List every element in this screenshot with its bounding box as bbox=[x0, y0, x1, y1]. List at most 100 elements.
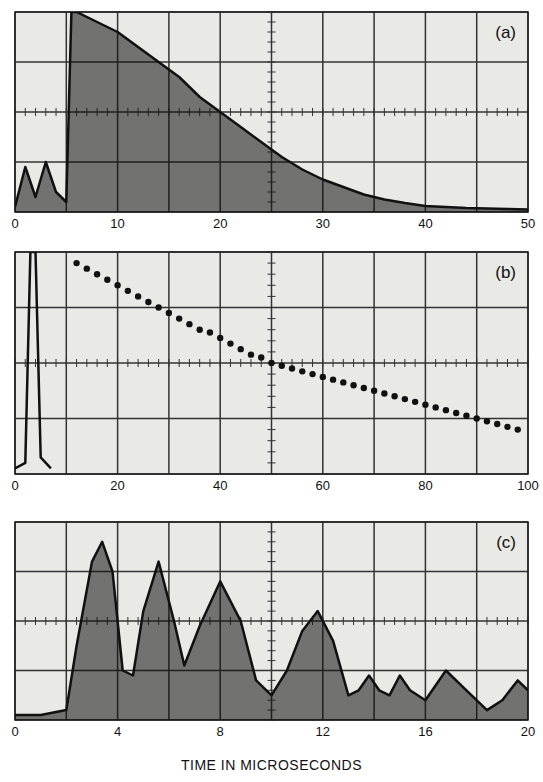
plot-area bbox=[15, 12, 528, 212]
graticule-tick bbox=[425, 617, 426, 625]
graticule-tick bbox=[268, 429, 276, 430]
label-patch bbox=[492, 262, 519, 283]
traces bbox=[15, 12, 528, 212]
graticule-tick bbox=[240, 359, 241, 367]
echo-dot bbox=[340, 379, 346, 385]
graticule-tick bbox=[268, 132, 276, 133]
graticule-tick bbox=[268, 571, 276, 572]
graticule-tick bbox=[86, 359, 87, 367]
echo-dot bbox=[176, 315, 182, 321]
tick-label: 20 bbox=[110, 478, 124, 493]
graticule-tick bbox=[268, 611, 276, 612]
echo-dot bbox=[166, 310, 172, 316]
graticule-tick bbox=[507, 108, 508, 116]
graticule-tick bbox=[261, 108, 262, 116]
graticule-tick bbox=[250, 108, 251, 116]
graticule-tick bbox=[445, 108, 446, 116]
graticule-tick bbox=[404, 108, 405, 116]
graticule-tick bbox=[268, 22, 276, 23]
graticule-tick bbox=[127, 359, 128, 367]
echo-dot bbox=[238, 346, 244, 352]
panel: (c)048121620TIME IN MICROSECONDS bbox=[11, 522, 535, 773]
tick-label: 20 bbox=[521, 724, 535, 739]
graticule-tick bbox=[138, 617, 139, 625]
echo-dot bbox=[196, 327, 202, 333]
graticule-tick bbox=[268, 142, 276, 143]
echo-dot bbox=[330, 376, 336, 382]
tick-label: 0 bbox=[11, 724, 18, 739]
tick-label: 12 bbox=[316, 724, 330, 739]
echo-dot bbox=[391, 393, 397, 399]
graticule-tick bbox=[394, 108, 395, 116]
graticule-tick bbox=[322, 359, 323, 367]
graticule-tick bbox=[268, 296, 276, 297]
graticule-tick bbox=[486, 359, 487, 367]
graticule-tick bbox=[268, 660, 276, 661]
graticule-tick bbox=[250, 359, 251, 367]
graticule-tick bbox=[268, 72, 276, 73]
graticule-tick bbox=[302, 108, 303, 116]
echo-dot bbox=[155, 304, 161, 310]
tick-label: 10 bbox=[110, 216, 124, 231]
traces bbox=[15, 252, 521, 468]
echo-dot bbox=[494, 421, 500, 427]
graticule-tick bbox=[240, 108, 241, 116]
graticule-tick bbox=[435, 359, 436, 367]
graticule-tick bbox=[268, 680, 276, 681]
panel: (b)020406080100 bbox=[11, 252, 538, 493]
echo-dot bbox=[114, 282, 120, 288]
trace-line bbox=[15, 542, 528, 715]
echo-dot bbox=[484, 418, 490, 424]
graticule-tick bbox=[268, 551, 276, 552]
graticule-tick bbox=[384, 108, 385, 116]
graticule-tick bbox=[466, 108, 467, 116]
graticule-tick bbox=[189, 617, 190, 625]
plot-frame bbox=[15, 252, 528, 474]
panel-label: (b) bbox=[495, 263, 516, 282]
graticule-tick bbox=[333, 108, 334, 116]
graticule-tick bbox=[517, 108, 518, 116]
echo-dot bbox=[402, 396, 408, 402]
graticule-tick bbox=[302, 617, 303, 625]
graticule-tick bbox=[456, 108, 457, 116]
graticule-tick bbox=[268, 581, 276, 582]
graticule-tick bbox=[268, 385, 276, 386]
graticule-tick bbox=[199, 359, 200, 367]
graticule-tick bbox=[35, 617, 36, 625]
graticule-tick bbox=[394, 359, 395, 367]
trace-line bbox=[15, 12, 528, 210]
graticule-tick bbox=[425, 359, 426, 367]
tick-label: 80 bbox=[418, 478, 432, 493]
graticule-tick bbox=[497, 108, 498, 116]
graticule-tick bbox=[281, 617, 282, 625]
graticule-tick bbox=[343, 359, 344, 367]
plot-frame bbox=[15, 12, 528, 212]
panel-label: (a) bbox=[495, 23, 516, 42]
graticule-tick bbox=[45, 617, 46, 625]
graticule-tick bbox=[476, 359, 477, 367]
graticule-tick bbox=[179, 617, 180, 625]
graticule-tick bbox=[394, 617, 395, 625]
graticule-tick bbox=[268, 591, 276, 592]
echo-dot bbox=[135, 293, 141, 299]
echo-dot bbox=[443, 407, 449, 413]
graticule-tick bbox=[268, 307, 276, 308]
echo-dot bbox=[432, 404, 438, 410]
echo-dot bbox=[94, 271, 100, 277]
graticule-tick bbox=[261, 617, 262, 625]
axis-title: TIME IN MICROSECONDS bbox=[181, 757, 362, 773]
graticule-tick bbox=[445, 359, 446, 367]
echo-dot bbox=[320, 374, 326, 380]
graticule-tick bbox=[353, 617, 354, 625]
graticule-tick bbox=[268, 670, 276, 671]
echo-dot bbox=[350, 382, 356, 388]
graticule-tick bbox=[466, 359, 467, 367]
graticule-tick bbox=[374, 617, 375, 625]
graticule-tick bbox=[363, 359, 364, 367]
panel: (a)01020304050 bbox=[11, 12, 535, 231]
graticule-tick bbox=[268, 640, 276, 641]
graticule-tick bbox=[268, 32, 276, 33]
echo-dot bbox=[412, 399, 418, 405]
graticule-tick bbox=[25, 108, 26, 116]
graticule-tick bbox=[35, 108, 36, 116]
